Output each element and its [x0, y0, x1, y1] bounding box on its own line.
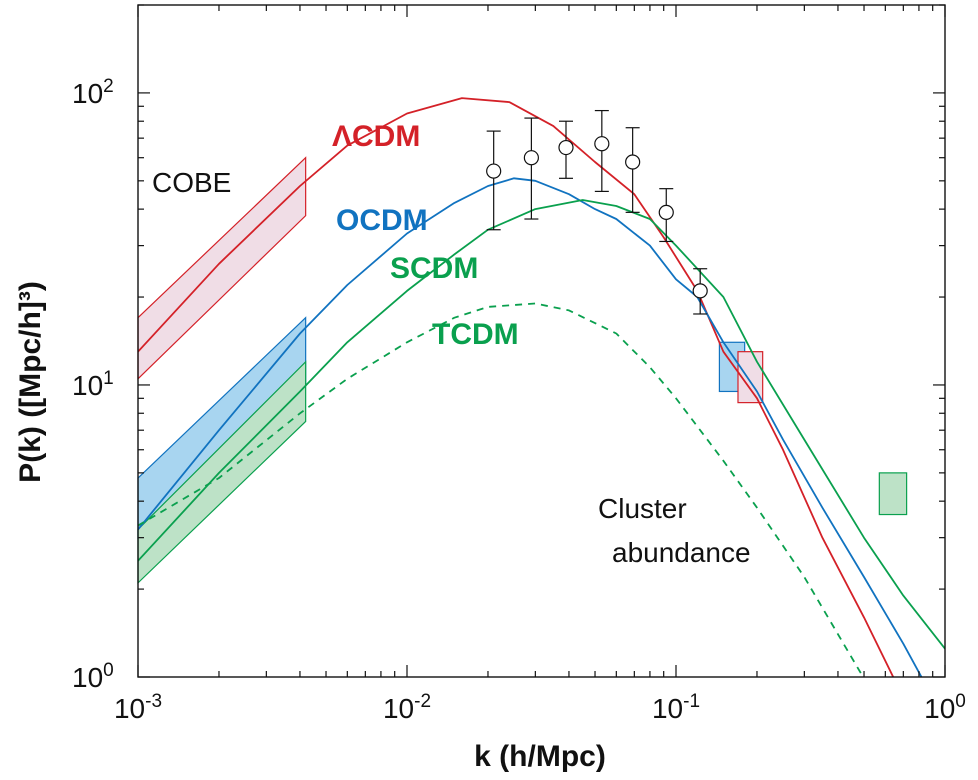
x-axis-title: k (h/Mpc)	[474, 740, 606, 773]
data-marker	[658, 204, 674, 220]
data-marker	[558, 139, 574, 156]
cluster-label-line2: abundance	[612, 537, 751, 568]
series-line-ocdm	[138, 177, 923, 677]
cluster-label-line1: Cluster	[598, 493, 687, 524]
data-point-5	[658, 188, 674, 243]
data-point-3	[594, 109, 610, 193]
data-marker	[523, 150, 539, 166]
series-label-lcdm: ΛCDM	[332, 120, 420, 153]
plot-frame	[137, 4, 946, 678]
series-line-cdm	[138, 97, 895, 677]
series-label-ocdm: OCDM	[336, 204, 428, 237]
cluster-box-2	[878, 472, 908, 516]
x-tick-label-2: 10-1	[652, 691, 700, 724]
y-tick-label-2: 102	[72, 76, 114, 109]
cobe-label: COBE	[152, 167, 231, 198]
x-tick-label-0: 10-3	[114, 691, 162, 724]
data-marker	[625, 154, 641, 170]
data-point-2	[558, 120, 574, 179]
y-tick-label-0: 100	[72, 660, 114, 693]
data-point-4	[625, 127, 641, 213]
axes: 10-3 10-2 10-1 100 100 101 102	[72, 4, 966, 724]
x-tick-label-1: 10-2	[383, 691, 431, 724]
y-tick-label-1: 101	[72, 368, 114, 401]
data-marker	[594, 136, 610, 152]
series-line-scdm	[138, 199, 945, 650]
series-label-scdm: SCDM	[390, 252, 478, 285]
x-tick-label-3: 100	[924, 691, 966, 724]
y-axis-title: P(k) ([Mpc/h]³)	[14, 281, 47, 483]
data-point-6	[692, 268, 708, 315]
data-marker	[692, 283, 708, 299]
data-point-0	[486, 130, 502, 231]
cluster-boxes	[718, 341, 908, 516]
data-point-1	[523, 117, 539, 220]
series-line-tcdm	[138, 302, 865, 677]
series-lines	[138, 97, 945, 677]
data-marker	[486, 163, 502, 179]
cobe-bands	[137, 156, 307, 585]
series-label-tcdm: TCDM	[432, 318, 519, 351]
data-points	[486, 109, 708, 315]
